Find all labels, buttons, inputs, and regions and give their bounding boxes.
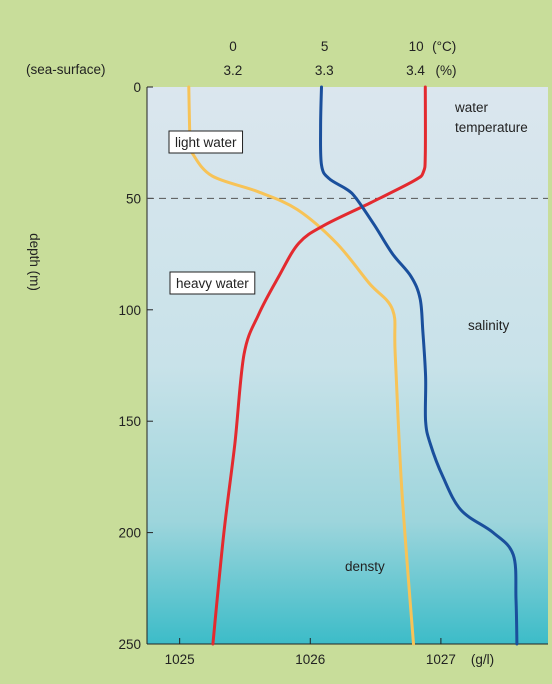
y-tick-label: 100 [118,303,141,318]
water-temperature-line [211,85,427,646]
label-layer: water temperature salinity densty light wate… [168,100,528,574]
temperature-tick-label: 0 [229,39,237,54]
density-tick-label: 1025 [165,652,195,667]
salinity-tick-label: 3.3 [315,63,334,78]
water-temperature-label: water temperature [454,100,528,135]
salinity-label: salinity [468,318,510,333]
density-tick-label: 1026 [295,652,325,667]
sea-surface-label: (sea-surface) [26,62,106,77]
water-temperature-label-line: temperature [455,120,528,135]
y-tick-label: 50 [126,191,141,206]
y-tick-label: 200 [118,526,141,541]
y-tick-label: 250 [118,637,141,652]
density-unit-label: (g/l) [471,652,494,667]
light-water-label-box [168,130,244,154]
y-axis-label: depth (m) [27,233,42,291]
y-tick-label: 0 [133,80,141,95]
density-tick-label: 1027 [426,652,456,667]
heavy-water-label-group: heavy water [169,271,256,295]
temperature-unit-label: (°C) [432,39,456,54]
light-water-label: light water [175,135,237,150]
salinity-unit-label: (%) [436,63,457,78]
heavy-water-label: heavy water [176,276,249,291]
heavy-water-label-box [169,271,256,295]
temperature-tick-label: 10 [409,39,424,54]
salinity-tick-label: 3.4 [406,63,425,78]
salinity-line [319,85,519,646]
temperature-tick-label: 5 [321,39,329,54]
densty-label: densty [345,559,385,574]
light-water-label-group: light water [168,130,244,154]
salinity-tick-label: 3.2 [223,63,242,78]
water-temperature-label-line: water [454,100,489,115]
densty-line [187,85,415,646]
y-tick-label: 150 [118,414,141,429]
series-layer [147,85,548,646]
plot-area [147,87,548,644]
